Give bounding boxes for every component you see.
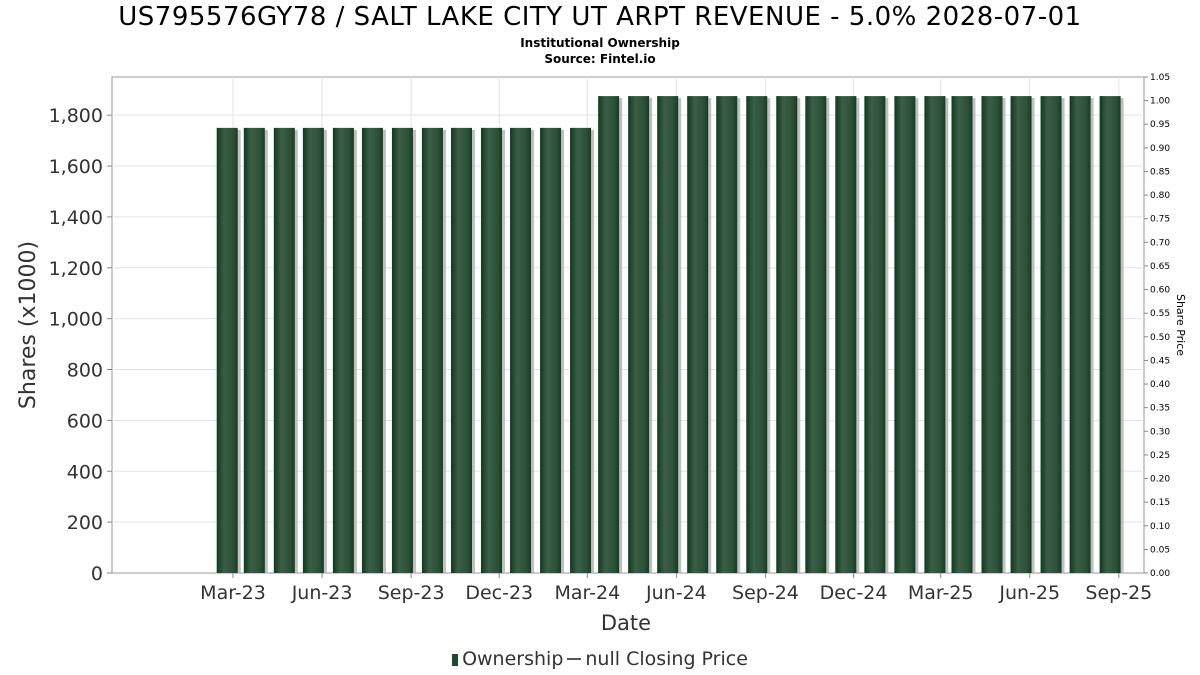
bar [628,96,650,574]
bar [894,96,916,574]
legend-price-line-icon [567,658,582,660]
y-tick-label: 400 [67,461,103,483]
y2-tick-label: 0.60 [1150,286,1170,296]
bar [302,127,324,573]
y2-tick-label: 0.30 [1150,427,1170,437]
legend-price-label: null Closing Price [585,648,748,670]
y2-axis-label: Share Price [1174,294,1187,356]
x-tick-label: Sep-24 [732,582,799,604]
chart-title: US795576GY78 / SALT LAKE CITY UT ARPT RE… [118,2,1082,32]
bar [570,127,592,573]
y2-tick-label: 0.55 [1150,309,1170,319]
y-tick-label: 200 [67,512,103,534]
y2-tick-label: 0.25 [1150,451,1170,461]
y2-tick-label: 0.05 [1150,545,1170,555]
bar [1069,96,1091,574]
x-tick-label: Mar-23 [200,582,266,604]
legend: Ownership null Closing Price [0,648,1200,670]
bar [1010,96,1032,574]
bar [421,127,443,573]
y2-tick-label: 0.00 [1150,569,1170,579]
y2-tick-label: 1.00 [1150,97,1170,107]
x-tick-label: Jun-25 [998,582,1060,604]
bar [805,96,827,574]
y2-tick-label: 0.15 [1150,498,1170,508]
y2-tick-label: 0.20 [1150,475,1170,485]
x-tick-label: Mar-25 [908,582,974,604]
y2-tick-label: 0.85 [1150,167,1170,177]
bar [273,127,295,573]
bar [981,96,1003,574]
x-tick-label: Mar-24 [555,582,621,604]
bar [864,96,886,574]
bar [361,127,383,573]
bar [657,96,679,574]
y2-tick-label: 0.90 [1150,144,1170,154]
y-tick-label: 1,800 [49,105,103,127]
y2-tick-label: 0.35 [1150,404,1170,414]
bar [924,96,946,574]
bar [510,127,532,573]
chart-source: Source: Fintel.io [544,52,656,66]
x-axis-label: Date [601,611,651,635]
y2-tick-label: 1.05 [1150,73,1170,83]
bar [687,96,709,574]
bars [216,96,1124,574]
y2-tick-label: 0.50 [1150,333,1170,343]
y-tick-label: 1,000 [49,309,103,331]
y2-tick-label: 0.80 [1150,191,1170,201]
bar [450,127,472,573]
bar [480,127,502,573]
y2-tick-label: 0.70 [1150,238,1170,248]
y-tick-label: 1,200 [49,258,103,280]
legend-ownership-swatch [452,654,459,666]
bar [1040,96,1062,574]
y-tick-label: 800 [67,360,103,382]
y-tick-label: 0 [91,563,103,585]
bar [746,96,768,574]
x-tick-label: Jun-24 [645,582,707,604]
y2-axis-ticks: 0.00 0.05 0.10 0.15 0.20 0.25 0.30 0.35 0.40 0.45… [1144,73,1170,579]
x-tick-label: Sep-23 [378,582,445,604]
y2-tick-label: 0.45 [1150,356,1170,366]
y2-tick-label: 0.40 [1150,380,1170,390]
legend-ownership-label: Ownership [462,648,564,670]
y2-tick-label: 0.10 [1150,522,1170,532]
chart-subtitle: Institutional Ownership [520,36,680,50]
x-tick-label: Dec-24 [820,582,888,604]
bar [776,96,798,574]
y-axis-ticks: 0 200 400 600 800 1,000 1,200 1,400 1,600 1,800 [49,105,112,585]
y2-tick-label: 0.65 [1150,262,1170,272]
y-axis-label: Shares (x1000) [16,241,41,409]
bar [332,127,354,573]
y2-tick-label: 0.95 [1150,120,1170,130]
bar [540,127,562,573]
bar [951,96,973,574]
y-tick-label: 1,400 [49,207,103,229]
y2-tick-label: 0.75 [1150,215,1170,225]
bar [598,96,620,574]
x-tick-label: Sep-25 [1085,582,1152,604]
x-tick-label: Jun-23 [291,582,353,604]
bar [391,127,413,573]
bar [835,96,857,574]
y-tick-label: 1,600 [49,156,103,178]
x-axis-ticks: Mar-23 Jun-23 Sep-23 Dec-23 Mar-24 Jun-24 Sep-… [200,573,1152,604]
bar [1099,96,1121,574]
bar [716,96,738,574]
bar [243,127,265,573]
bar [216,127,238,573]
x-tick-label: Dec-23 [465,582,533,604]
y-tick-label: 600 [67,410,103,432]
